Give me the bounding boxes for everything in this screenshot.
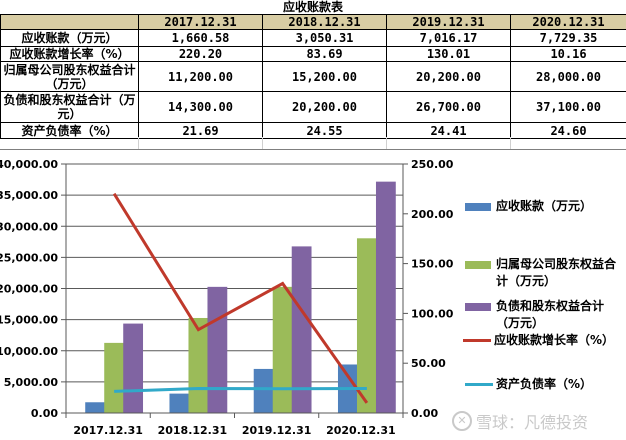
legend-swatch-equity [465,261,491,269]
bar [356,238,377,414]
right-axis-tick-label: 100.00 [411,307,454,320]
table-row: 应收账款（万元） 1,660.58 3,050.31 7,016.17 7,72… [0,29,626,47]
left-axis-tick-label: 20,000.00 [0,283,58,296]
header-2020: 2020.12.31 [510,14,626,30]
chart-lines [112,192,369,404]
cell: 37,100.00 [510,91,626,123]
gridline-divider [510,137,511,149]
gridline-divider [138,137,139,149]
watermark: ✕ 雪球：凡德投资 [452,409,588,433]
bar [169,393,190,414]
receivables-table: 2017.12.31 2018.12.31 2019.12.31 2020.12… [0,14,626,139]
x-axis-category-label: 2020.12.31 [326,424,396,437]
header-2018: 2018.12.31 [262,14,387,30]
table-row: 应收账款增长率（%） 220.20 83.69 130.01 10.16 [0,46,626,62]
chart-top-border [0,149,626,150]
cell: 24.60 [510,122,626,139]
line-series [112,192,369,404]
cell: 130.01 [386,46,511,62]
legend-item: 应收账款（万元） [465,198,621,215]
header-2019: 2019.12.31 [386,14,511,30]
right-axis-tick-label: 50.00 [411,357,446,370]
cell: 220.20 [138,46,263,62]
cell: 20,200.00 [262,91,387,123]
cell: 3,050.31 [262,29,387,47]
legend-item: 应收账款增长率（%） [463,332,626,349]
watermark-text: 雪球：凡德投资 [476,413,589,432]
legend-swatch-receivables [465,203,491,211]
legend-item: 归属母公司股东权益合计（万元） [465,256,621,290]
bar [253,368,274,414]
bar [375,181,396,414]
cell: 7,016.17 [386,29,511,47]
legend-swatch-debt-ratio [465,383,493,386]
table-row: 归属母公司股东权益合计（万元） 11,200.00 15,200.00 20,2… [0,61,626,92]
left-axis-tick-label: 5,000.00 [4,376,59,389]
legend-label: 资产负债率（%） [496,377,593,391]
header-2017: 2017.12.31 [138,14,263,30]
table-header-row: 2017.12.31 2018.12.31 2019.12.31 2020.12… [0,14,626,30]
cell: 7,729.35 [510,29,626,47]
legend-label: 应收账款（万元） [496,199,593,213]
bar [85,402,106,414]
left-axis-tick-label: 30,000.00 [0,220,58,233]
table-title: 应收账款表 [282,0,343,14]
left-axis-tick-label: 0.00 [31,407,58,420]
cell: 28,000.00 [510,61,626,92]
table-row: 资产负债率（%） 21.69 24.55 24.41 24.60 [0,122,626,139]
cell: 24.55 [262,122,387,139]
left-axis-tick-label: 40,000.00 [0,158,58,171]
cell: 1,660.58 [138,29,263,47]
gridline-divider [262,137,263,149]
x-axis-category-label: 2017.12.31 [73,424,143,437]
legend-label: 归属母公司股东权益合计（万元） [496,257,617,288]
cell: 15,200.00 [262,61,387,92]
left-axis-tick-label: 15,000.00 [0,314,58,327]
cell: 24.41 [386,122,511,139]
right-axis-tick-label: 250.00 [411,158,454,171]
left-axis-tick-label: 10,000.00 [0,345,58,358]
right-axis-tick-label: 150.00 [411,258,454,271]
x-axis-category-label: 2019.12.31 [242,424,312,437]
legend-item: 资产负债率（%） [465,376,621,393]
legend-label: 负债和股东权益合计（万元） [496,299,605,330]
cell: 21.69 [138,122,263,139]
cell: 10.16 [510,46,626,62]
x-axis-category-label: 2018.12.31 [158,424,228,437]
bar [104,342,125,414]
legend-swatch-growth-rate [463,339,491,342]
bar [188,317,209,414]
table-row: 负债和股东权益合计（万元） 14,300.00 20,200.00 26,700… [0,91,626,123]
cell: 26,700.00 [386,91,511,123]
cell: 83.69 [262,46,387,62]
legend-label: 应收账款增长率（%） [494,333,615,347]
cell: 14,300.00 [138,91,263,123]
cell: 20,200.00 [386,61,511,92]
combo-chart: 0.00 5,000.00 10,000.00 15,000.00 20,000.00 2… [0,158,454,437]
chart-axes: 0.00 5,000.00 10,000.00 15,000.00 20,000.00 2… [0,158,454,437]
legend-item: 负债和股东权益合计（万元） [465,298,621,332]
left-axis-tick-label: 35,000.00 [0,189,58,202]
bar [207,286,228,414]
header-corner [0,14,139,30]
right-axis-tick-label: 200.00 [411,208,454,221]
row-label: 应收账款（万元） [0,29,139,47]
row-label: 应收账款增长率（%） [0,46,139,62]
left-axis-tick-label: 25,000.00 [0,251,58,264]
right-axis-tick-label: 0.00 [411,407,438,420]
snowball-logo-icon: ✕ [452,411,472,431]
cell: 11,200.00 [138,61,263,92]
bar [272,286,293,414]
row-label: 归属母公司股东权益合计（万元） [0,61,139,92]
bar [123,323,144,414]
row-label: 负债和股东权益合计（万元） [0,91,139,123]
gridline-divider [386,137,387,149]
line-series [114,386,367,393]
row-label: 资产负债率（%） [0,122,139,139]
legend-swatch-liab-equity [465,303,491,311]
